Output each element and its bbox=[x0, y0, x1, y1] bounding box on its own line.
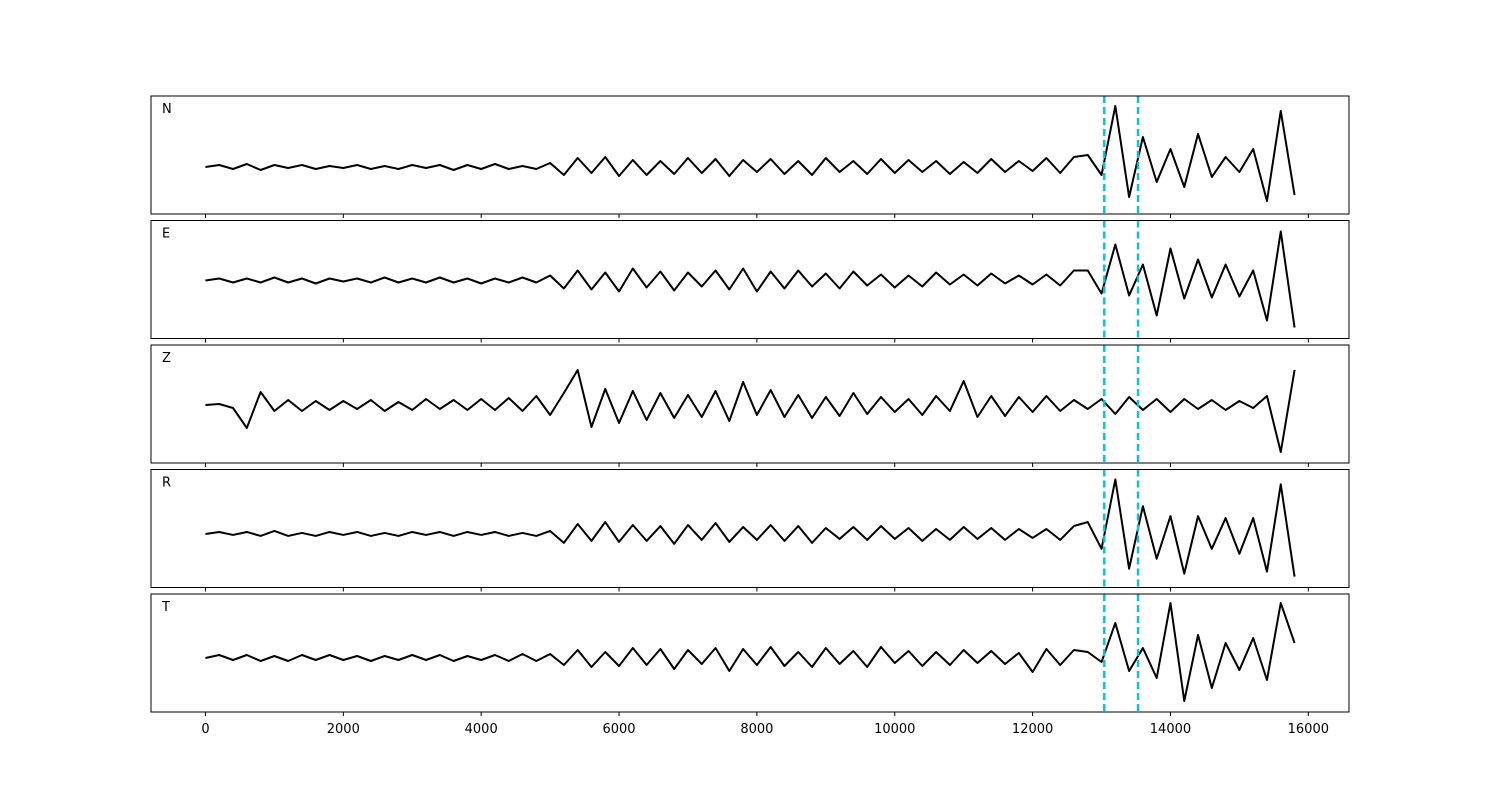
panel-label: Z bbox=[162, 351, 171, 366]
panel-label: T bbox=[161, 600, 170, 615]
x-tick-label: 10000 bbox=[874, 722, 915, 737]
panel-label: E bbox=[162, 227, 170, 242]
panel-frame bbox=[150, 593, 1350, 713]
panel-frame bbox=[150, 220, 1350, 339]
x-tick-label: 0 bbox=[201, 722, 209, 737]
x-tick-label: 16000 bbox=[1288, 722, 1329, 737]
panel-frame bbox=[150, 469, 1350, 588]
panel-label: R bbox=[162, 476, 171, 491]
x-tick-label: 6000 bbox=[602, 722, 635, 737]
waveform bbox=[205, 478, 1296, 577]
x-tick-label: 12000 bbox=[1012, 722, 1053, 737]
waveform bbox=[205, 369, 1296, 453]
waveform bbox=[205, 105, 1296, 202]
x-tick-label: 14000 bbox=[1150, 722, 1191, 737]
x-tick-label: 8000 bbox=[740, 722, 773, 737]
waveform bbox=[205, 602, 1296, 702]
x-tick-label: 2000 bbox=[327, 722, 360, 737]
waveform bbox=[205, 230, 1296, 328]
panel-frame bbox=[150, 95, 1350, 215]
panel-label: N bbox=[162, 102, 172, 117]
panel-frame bbox=[150, 344, 1350, 464]
x-tick-label: 4000 bbox=[465, 722, 498, 737]
